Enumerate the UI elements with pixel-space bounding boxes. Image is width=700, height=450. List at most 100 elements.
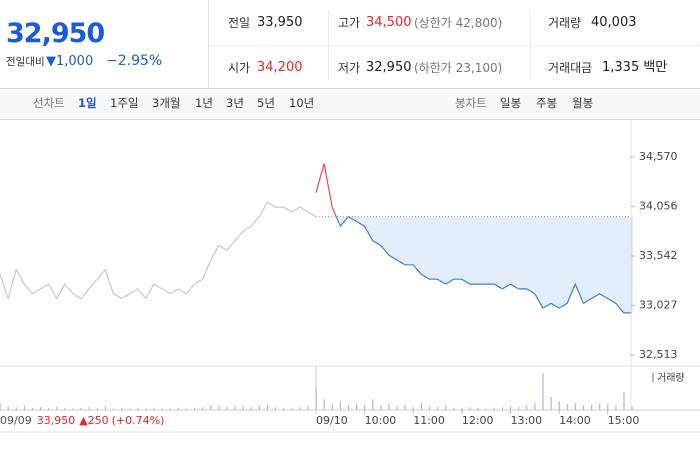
y-tick-label: 33,027 bbox=[639, 299, 678, 312]
divider bbox=[208, 45, 700, 46]
volume-bar bbox=[615, 405, 617, 410]
volume-bar bbox=[509, 406, 512, 410]
volume-bar bbox=[145, 408, 147, 410]
volume-bar bbox=[153, 407, 155, 410]
volume-bar bbox=[250, 407, 252, 410]
volume-bar bbox=[161, 408, 163, 410]
quote-panel bbox=[0, 0, 209, 88]
tab[interactable]: 1주일 bbox=[110, 96, 139, 110]
x-tick-label: 15:00 bbox=[608, 414, 640, 427]
divider bbox=[0, 88, 700, 89]
prev-day-info: 09/09 33,950 ▲250 (+0.74%) bbox=[0, 414, 164, 427]
change: ▼1,000 bbox=[46, 54, 94, 69]
area-fill bbox=[336, 216, 632, 313]
volume-bar bbox=[518, 407, 520, 410]
volume-bar bbox=[226, 407, 228, 410]
field-label: 저가 bbox=[338, 61, 361, 75]
prev-close: 33,950 bbox=[37, 414, 76, 427]
volume-bar bbox=[331, 404, 333, 410]
field-value: 33,950 bbox=[257, 15, 303, 30]
field-note: (하한가 23,100) bbox=[414, 61, 503, 75]
volume-bar bbox=[558, 401, 560, 410]
tab[interactable]: 일봉 bbox=[500, 96, 522, 110]
volume-bar bbox=[315, 388, 317, 410]
y-tick-label: 32,513 bbox=[639, 348, 678, 361]
tab[interactable]: 월봉 bbox=[572, 96, 594, 110]
tab[interactable]: 1년 bbox=[195, 96, 213, 110]
volume-bar bbox=[202, 407, 204, 410]
volume-bar bbox=[380, 405, 382, 410]
volume-bar bbox=[339, 401, 342, 410]
volume-bar bbox=[347, 405, 350, 410]
tab[interactable]: 1일 bbox=[78, 96, 97, 110]
volume-bar bbox=[137, 407, 139, 410]
volume-bar bbox=[469, 407, 471, 410]
field-label: 고가 bbox=[338, 16, 361, 30]
field-value: 40,003 bbox=[591, 15, 637, 30]
volume-label: 거래량 bbox=[657, 372, 685, 384]
volume-bar bbox=[372, 399, 374, 410]
volume-bar bbox=[274, 407, 277, 410]
volume-bar bbox=[404, 404, 406, 410]
volume-bar bbox=[31, 407, 34, 410]
tab[interactable]: 5년 bbox=[257, 96, 275, 110]
field-value: 34,500 bbox=[366, 15, 412, 30]
volume-bar bbox=[364, 404, 366, 410]
x-tick-label: 13:00 bbox=[510, 414, 542, 427]
volume-bar bbox=[283, 407, 285, 410]
x-tick-label: 11:00 bbox=[413, 414, 445, 427]
volume-bar bbox=[242, 406, 244, 410]
volume-bar bbox=[501, 407, 504, 410]
tab[interactable]: 3년 bbox=[226, 96, 244, 110]
tab[interactable]: 주봉 bbox=[536, 96, 558, 110]
volume-bar bbox=[56, 406, 58, 410]
divider bbox=[530, 10, 531, 80]
prev-change: ▲250 bbox=[79, 414, 108, 427]
volume-bar bbox=[234, 406, 236, 410]
volume-bar bbox=[88, 407, 90, 410]
field-value: 1,335 백만 bbox=[602, 60, 668, 75]
volume-bar bbox=[323, 399, 325, 410]
volume-bar bbox=[582, 405, 585, 410]
volume-bar bbox=[129, 408, 131, 410]
volume-bar bbox=[590, 404, 593, 410]
tab[interactable]: 3개월 bbox=[152, 96, 181, 110]
field-label: 전일 bbox=[228, 16, 251, 30]
volume-bar bbox=[299, 407, 301, 410]
volume-bar bbox=[453, 407, 455, 410]
x-tick-label: 14:00 bbox=[559, 414, 591, 427]
field-value: 32,950 bbox=[366, 60, 412, 75]
volume-bar bbox=[599, 403, 601, 410]
volume-bar bbox=[420, 402, 423, 410]
volume-bar bbox=[96, 407, 98, 410]
x-tick-label: 12:00 bbox=[462, 414, 494, 427]
y-tick-label: 33,542 bbox=[639, 249, 678, 262]
volume-bar bbox=[64, 407, 66, 410]
field-label: 시가 bbox=[228, 61, 251, 75]
field-value: 34,200 bbox=[257, 60, 303, 75]
volume-bar bbox=[534, 402, 536, 410]
volume-bar bbox=[396, 406, 398, 410]
volume-bar bbox=[291, 407, 293, 410]
volume-bar bbox=[80, 407, 82, 410]
volume-bar bbox=[356, 403, 358, 410]
price: 32,950 bbox=[6, 18, 105, 49]
tab[interactable]: 10년 bbox=[289, 96, 315, 110]
volume-bar bbox=[445, 405, 447, 410]
field-label: 거래대금 bbox=[548, 61, 593, 75]
volume-bar bbox=[112, 408, 115, 410]
change-rate: −2.95% bbox=[106, 53, 163, 69]
volume-bar bbox=[104, 406, 107, 410]
volume-bar bbox=[574, 403, 576, 410]
volume-bar bbox=[412, 407, 414, 410]
volume-bar bbox=[72, 408, 74, 410]
volume-bar bbox=[542, 373, 544, 410]
volume-bar bbox=[121, 407, 123, 410]
volume-bar bbox=[550, 396, 552, 410]
volume-bar bbox=[185, 408, 188, 410]
volume-bar bbox=[493, 407, 495, 410]
volume-bar bbox=[566, 404, 568, 410]
volume-bar bbox=[177, 407, 179, 410]
